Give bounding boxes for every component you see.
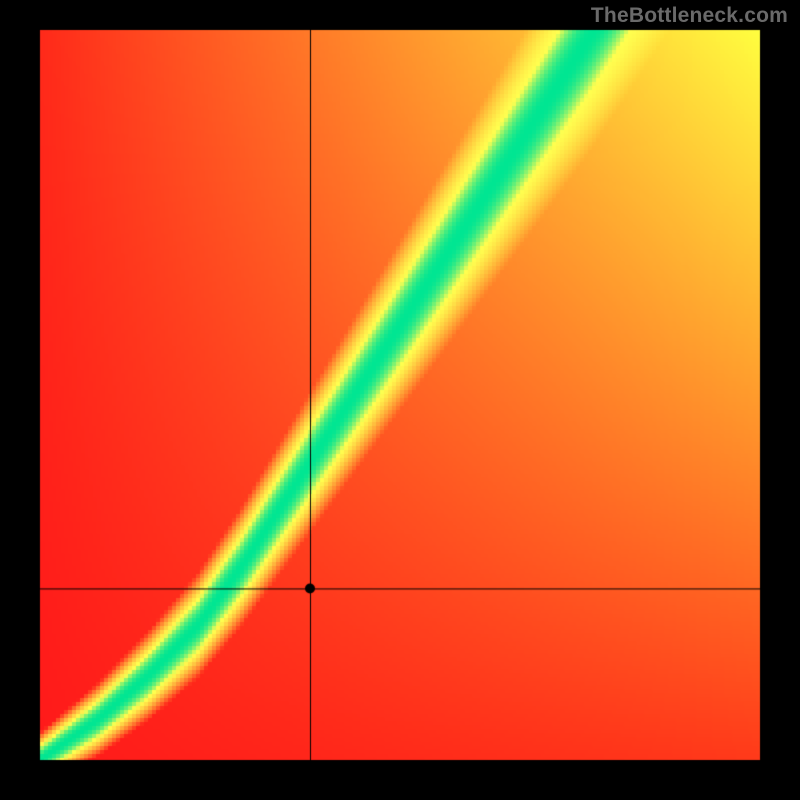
watermark-text: TheBottleneck.com xyxy=(591,4,788,28)
chart-container: TheBottleneck.com xyxy=(0,0,800,800)
heatmap-canvas xyxy=(0,0,800,800)
